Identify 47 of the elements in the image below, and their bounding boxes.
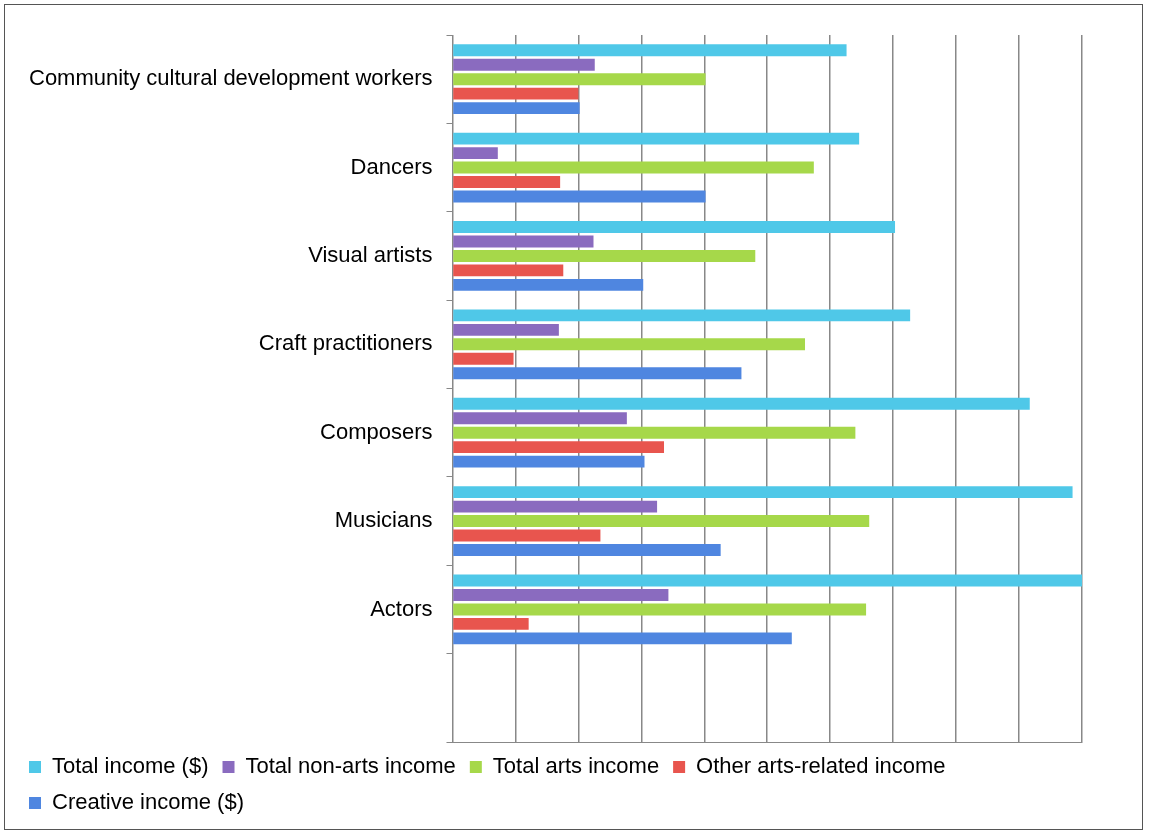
- legend-label: Creative income ($): [52, 789, 244, 815]
- bar: [453, 603, 867, 616]
- bar: [453, 147, 498, 160]
- bar: [453, 58, 595, 71]
- bar: [453, 73, 706, 86]
- bar: [453, 190, 706, 203]
- y-tick-label: Dancers: [350, 153, 433, 179]
- bar: [453, 132, 860, 145]
- bar: [453, 44, 847, 57]
- bar: [453, 574, 1082, 587]
- bar: [453, 617, 529, 630]
- bar: [453, 367, 742, 380]
- bar: [453, 352, 514, 365]
- legend-label: Total non-arts income: [245, 753, 456, 779]
- y-tick-label: Musicians: [334, 507, 433, 533]
- y-tick-label: Actors: [370, 595, 433, 621]
- y-tick-label: Community cultural development workers: [28, 65, 433, 91]
- bar: [453, 455, 645, 468]
- y-tick-label: Craft practitioners: [258, 330, 433, 356]
- bar: [453, 264, 564, 277]
- y-tick-label: Composers: [320, 418, 433, 444]
- bar: [453, 397, 1030, 410]
- bar: [453, 500, 658, 513]
- bar: [453, 102, 580, 115]
- bar: [453, 87, 579, 100]
- bar: [453, 338, 806, 351]
- bar: [453, 486, 1073, 499]
- bar: [453, 632, 792, 645]
- bar: [453, 161, 814, 174]
- bar: [453, 412, 627, 425]
- bar: [453, 235, 594, 248]
- legend-label: Total arts income: [492, 753, 660, 779]
- bar: [453, 221, 896, 233]
- bar: [453, 426, 856, 439]
- y-tick-label: Visual artists: [308, 242, 433, 267]
- legend-label: Other arts-related income: [696, 753, 946, 779]
- bar: [453, 441, 664, 454]
- legend-label: Total income ($): [52, 753, 209, 779]
- bar: [453, 589, 669, 601]
- bar: [453, 176, 561, 188]
- bar: [453, 323, 559, 336]
- bar: [453, 544, 721, 556]
- bar: [453, 309, 911, 322]
- bar: [453, 515, 870, 528]
- bar: [453, 278, 644, 291]
- bar: [453, 250, 756, 262]
- bar: [453, 529, 601, 542]
